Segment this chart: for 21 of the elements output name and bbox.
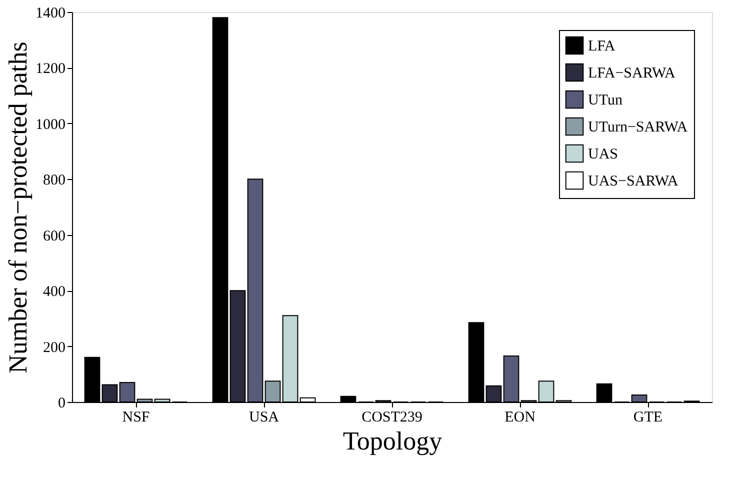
x-tick-label: EON [504, 410, 536, 426]
legend-label: LFA−SARWA [588, 66, 676, 82]
x-tick-label: COST239 [362, 410, 422, 426]
y-tick-label: 200 [43, 340, 66, 356]
x-tick-label: USA [248, 410, 280, 426]
x-tick-label: GTE [633, 410, 663, 426]
y-tick-label: 0 [58, 396, 66, 412]
x-axis-title: Topology [342, 426, 442, 456]
y-tick-label: 600 [43, 228, 66, 244]
y-tick-label: 400 [43, 284, 66, 300]
legend-label: UTun [588, 92, 623, 108]
legend-label: UTurn−SARWA [588, 120, 688, 136]
x-tick-label: NSF [122, 410, 150, 426]
y-tick-label: 800 [43, 172, 66, 189]
y-tick-label: 1000 [36, 116, 66, 133]
legend-label: UAS [588, 146, 618, 162]
y-axis-title: Number of non−protected paths [4, 42, 32, 374]
y-tick-label: 1400 [36, 6, 66, 22]
legend-label: LFA [588, 38, 616, 54]
legend-label: UAS−SARWA [588, 174, 678, 190]
y-tick-label: 1200 [36, 61, 66, 78]
